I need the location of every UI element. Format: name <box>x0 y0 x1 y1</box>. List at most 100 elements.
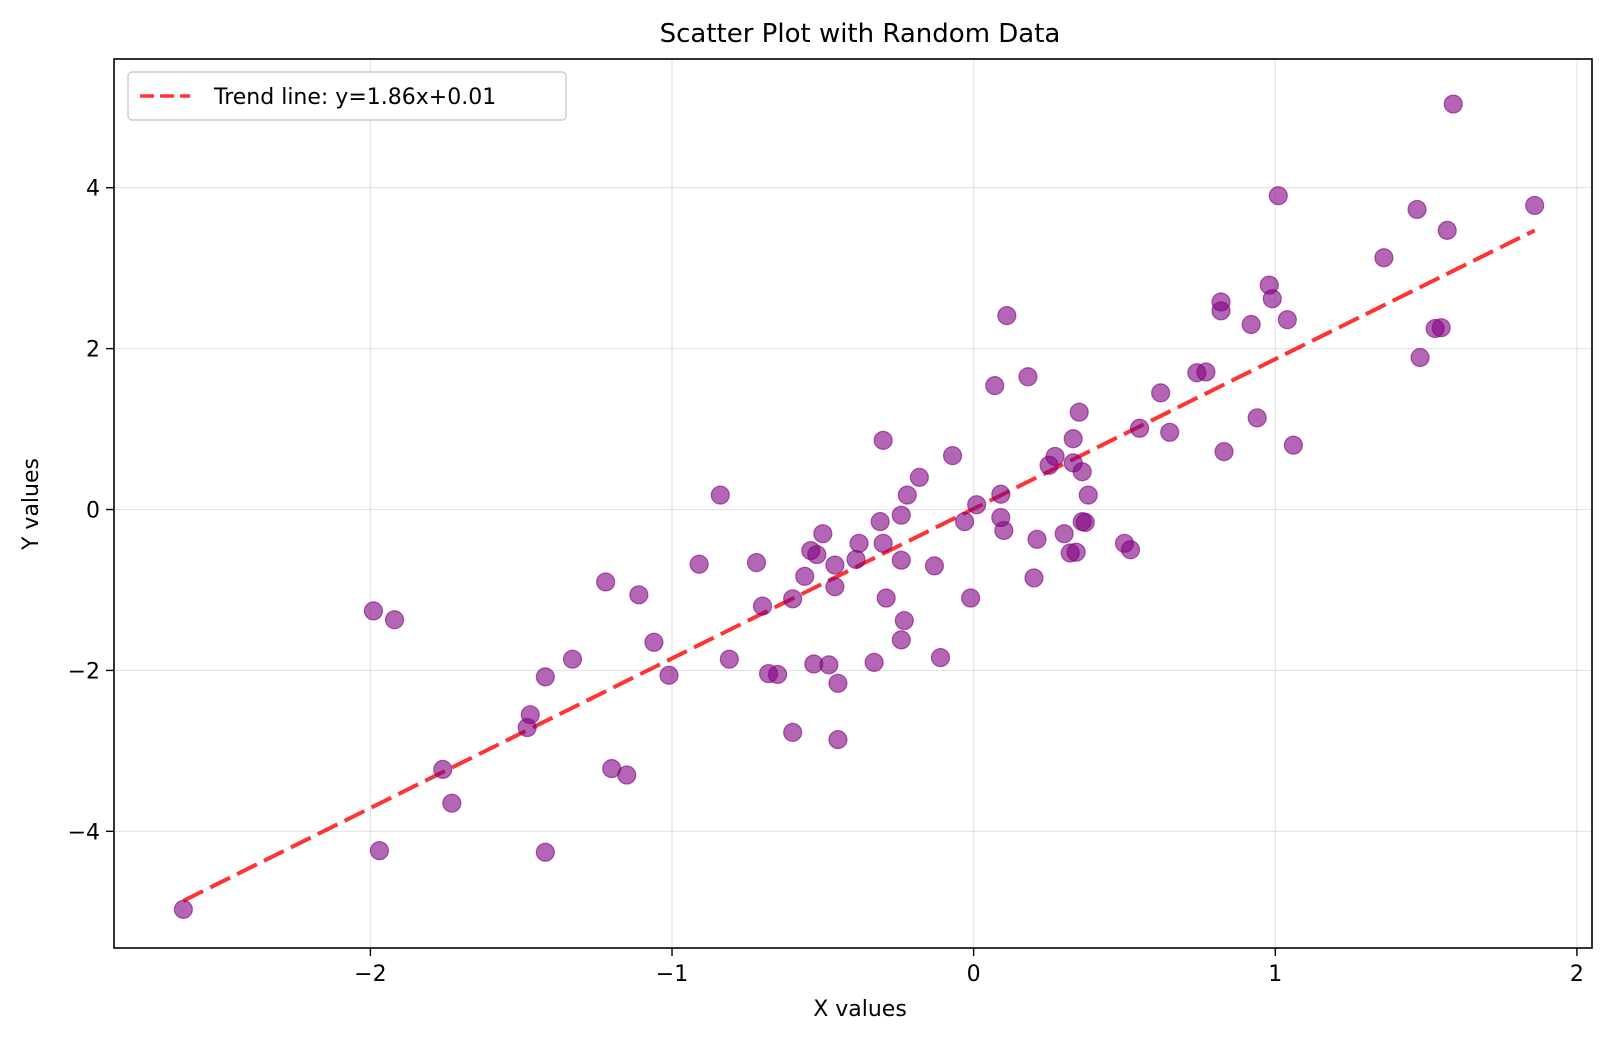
y-tick-label: 2 <box>86 338 100 363</box>
scatter-point <box>873 430 893 450</box>
scatter-point <box>363 601 384 621</box>
scatter-point <box>1024 568 1044 588</box>
scatter-point <box>433 759 453 779</box>
scatter-point <box>1066 542 1086 562</box>
scatter-point <box>1525 195 1545 216</box>
scatter-point <box>1443 94 1463 114</box>
x-axis-label: X values <box>813 997 907 1022</box>
scatter-point <box>873 533 893 553</box>
scatter-point <box>746 553 767 573</box>
scatter-point <box>1045 446 1065 467</box>
scatter-point <box>942 446 963 466</box>
scatter-point <box>991 484 1011 504</box>
x-tick-label: 0 <box>967 962 981 987</box>
scatter-point <box>783 589 803 609</box>
scatter-point <box>1129 418 1150 438</box>
scatter-point <box>767 664 788 685</box>
scatter-point <box>864 652 884 672</box>
scatter-point <box>870 512 890 532</box>
x-tick-label: −2 <box>354 962 386 987</box>
scatter-point <box>1211 301 1231 321</box>
scatter-point <box>535 667 555 687</box>
scatter-point <box>930 647 951 668</box>
scatter-point <box>1078 485 1098 505</box>
x-tick-label: 2 <box>1570 962 1584 987</box>
scatter-point <box>710 485 730 505</box>
scatter-point <box>997 306 1017 326</box>
scatter-point <box>1196 362 1216 382</box>
scatter-point <box>849 533 869 553</box>
scatter-point <box>1247 408 1267 428</box>
scatter-points <box>173 94 1545 919</box>
y-axis-label: Y values <box>19 458 44 551</box>
scatter-point <box>719 649 739 669</box>
scatter-point <box>1018 367 1038 387</box>
scatter-point <box>1075 512 1095 533</box>
scatter-point <box>1120 540 1141 560</box>
y-tick-label: 0 <box>86 499 100 524</box>
scatter-point <box>783 722 803 742</box>
scatter-point <box>369 841 390 861</box>
scatter-point <box>955 512 975 532</box>
scatter-point <box>985 376 1005 396</box>
scatter-point <box>876 588 896 608</box>
y-axis-ticks: −4 −2 0 2 4 <box>68 177 114 845</box>
y-tick-label: 4 <box>86 177 100 202</box>
chart-title: Scatter Plot with Random Data <box>660 19 1061 49</box>
scatter-point <box>1437 220 1457 240</box>
y-tick-label: −4 <box>68 820 100 845</box>
scatter-point <box>967 495 987 515</box>
scatter-point <box>894 610 914 631</box>
x-axis-ticks: −2 −1 0 1 2 <box>354 948 1584 987</box>
legend-trend-label: Trend line: y=1.86x+0.01 <box>213 85 496 110</box>
scatter-point <box>1407 199 1427 220</box>
scatter-point <box>517 717 537 738</box>
legend: Trend line: y=1.86x+0.01 <box>127 71 567 121</box>
scatter-point <box>562 649 583 669</box>
y-tick-label: −2 <box>68 659 100 684</box>
scatter-point <box>994 520 1014 541</box>
scatter-point <box>825 555 845 575</box>
scatter-point <box>813 524 833 544</box>
x-tick-label: 1 <box>1268 962 1282 987</box>
scatter-point <box>1277 310 1297 330</box>
scatter-point <box>819 655 839 675</box>
grid-lines <box>114 59 1592 948</box>
scatter-point <box>807 544 827 565</box>
scatter-point <box>1151 383 1171 403</box>
scatter-point <box>752 596 773 616</box>
scatter-point <box>1241 314 1261 335</box>
scatter-point <box>891 550 911 570</box>
scatter-point <box>1027 529 1047 549</box>
plot-area-frame <box>113 58 1593 949</box>
scatter-point <box>442 793 462 813</box>
scatter-point <box>1072 462 1092 482</box>
scatter-point <box>961 588 981 608</box>
scatter-point <box>1268 186 1288 206</box>
scatter-point <box>1160 422 1180 442</box>
scatter-point <box>659 665 679 685</box>
scatter-point <box>825 577 845 597</box>
scatter-point <box>1054 524 1074 544</box>
scatter-point <box>1069 402 1089 422</box>
scatter-point <box>629 585 649 605</box>
scatter-point <box>1374 248 1394 268</box>
scatter-point <box>891 505 911 525</box>
scatter-point <box>384 610 405 630</box>
scatter-point <box>891 630 911 650</box>
scatter-point <box>828 730 848 750</box>
scatter-point <box>617 765 637 785</box>
scatter-point <box>828 673 848 693</box>
legend-box <box>127 71 567 121</box>
scatter-point <box>897 485 917 505</box>
scatter-point <box>795 566 815 586</box>
scatter-point <box>1410 347 1430 368</box>
scatter-point <box>924 556 945 576</box>
scatter-point <box>1431 318 1451 338</box>
scatter-point <box>535 842 555 862</box>
scatter-point <box>173 899 193 919</box>
scatter-point <box>909 467 929 487</box>
scatter-point <box>1214 442 1234 462</box>
scatter-point <box>1063 429 1083 449</box>
